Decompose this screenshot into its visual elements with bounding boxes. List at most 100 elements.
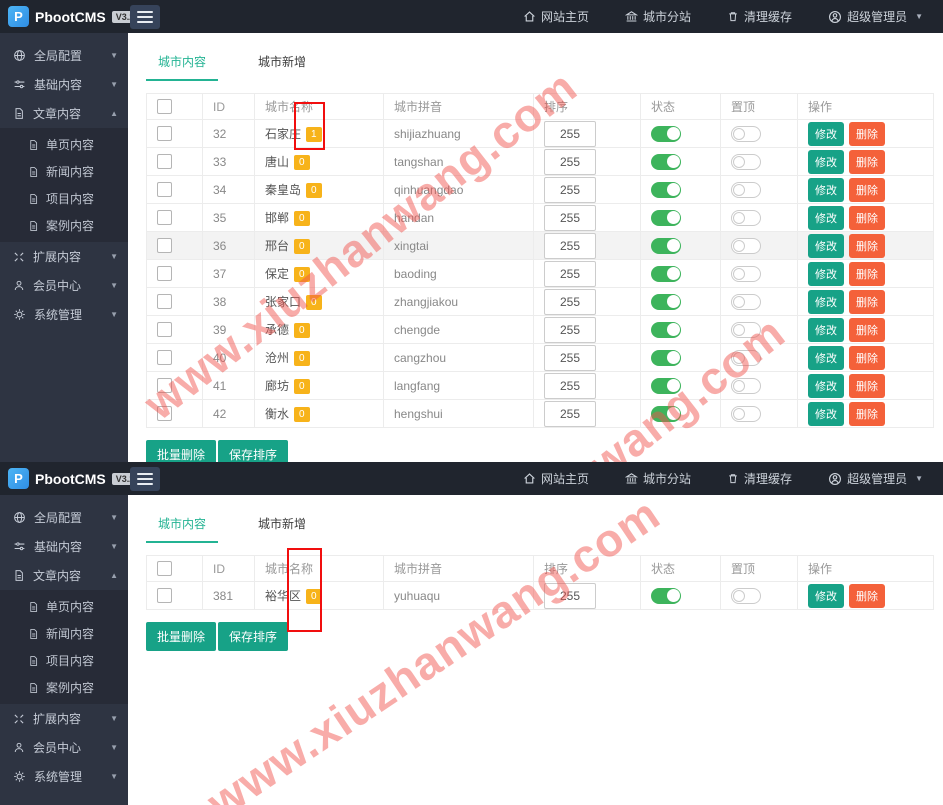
top-toggle[interactable] <box>731 209 761 226</box>
sort-input[interactable] <box>544 148 596 175</box>
delete-button[interactable]: 删除 <box>849 205 885 230</box>
nav-city-substation[interactable]: 城市分站 <box>625 470 691 487</box>
batch-delete-button[interactable]: 批量删除 <box>146 440 217 462</box>
sidebar-item-extended-content[interactable]: 扩展内容 ▼ <box>0 704 128 733</box>
row-checkbox[interactable] <box>157 154 172 170</box>
row-checkbox[interactable] <box>157 266 172 282</box>
top-toggle[interactable] <box>731 405 761 422</box>
delete-button[interactable]: 删除 <box>849 121 885 146</box>
delete-button[interactable]: 删除 <box>849 177 885 202</box>
status-toggle[interactable] <box>651 209 681 226</box>
top-toggle[interactable] <box>731 265 761 282</box>
sidebar-item-news[interactable]: 新闻内容 <box>0 620 128 647</box>
top-toggle[interactable] <box>731 125 761 142</box>
edit-button[interactable]: 修改 <box>808 373 844 398</box>
edit-button[interactable]: 修改 <box>808 345 844 370</box>
status-toggle[interactable] <box>651 153 681 170</box>
delete-button[interactable]: 删除 <box>849 289 885 314</box>
sort-input[interactable] <box>544 232 596 259</box>
edit-button[interactable]: 修改 <box>808 261 844 286</box>
edit-button[interactable]: 修改 <box>808 177 844 202</box>
sidebar-item-extended-content[interactable]: 扩展内容 ▼ <box>0 242 128 271</box>
status-toggle[interactable] <box>651 293 681 310</box>
edit-button[interactable]: 修改 <box>808 289 844 314</box>
batch-delete-button[interactable]: 批量删除 <box>146 622 217 651</box>
row-checkbox[interactable] <box>157 210 172 226</box>
sidebar-item-project[interactable]: 项目内容 <box>0 185 128 212</box>
status-toggle[interactable] <box>651 321 681 338</box>
edit-button[interactable]: 修改 <box>808 401 844 426</box>
row-checkbox[interactable] <box>157 294 172 310</box>
sidebar-item-global-config[interactable]: 全局配置 ▼ <box>0 41 128 70</box>
sidebar-item-article-content[interactable]: 文章内容 ▲ <box>0 99 128 128</box>
tab-city-content[interactable]: 城市内容 <box>146 47 219 81</box>
top-toggle[interactable] <box>731 349 761 366</box>
sort-input[interactable] <box>544 372 596 399</box>
sort-input[interactable] <box>544 400 596 427</box>
delete-button[interactable]: 删除 <box>849 233 885 258</box>
delete-button[interactable]: 删除 <box>849 373 885 398</box>
sidebar-item-news[interactable]: 新闻内容 <box>0 158 128 185</box>
top-toggle[interactable] <box>731 293 761 310</box>
status-toggle[interactable] <box>651 405 681 422</box>
sidebar-item-case[interactable]: 案例内容 <box>0 674 128 701</box>
top-toggle[interactable] <box>731 587 761 604</box>
nav-admin-menu[interactable]: 超级管理员 ▼ <box>828 8 923 25</box>
status-toggle[interactable] <box>651 265 681 282</box>
row-checkbox[interactable] <box>157 350 172 366</box>
nav-city-substation[interactable]: 城市分站 <box>625 8 691 25</box>
delete-button[interactable]: 删除 <box>849 261 885 286</box>
sidebar-item-system-manage[interactable]: 系统管理 ▼ <box>0 762 128 791</box>
hamburger-menu-icon[interactable] <box>130 466 160 491</box>
status-toggle[interactable] <box>651 237 681 254</box>
sidebar-item-member-center[interactable]: 会员中心 ▼ <box>0 271 128 300</box>
sidebar-item-system-manage[interactable]: 系统管理 ▼ <box>0 300 128 329</box>
tab-city-add[interactable]: 城市新增 <box>258 55 307 69</box>
nav-clear-cache[interactable]: 清理缓存 <box>727 470 792 487</box>
edit-button[interactable]: 修改 <box>808 205 844 230</box>
status-toggle[interactable] <box>651 181 681 198</box>
sidebar-item-single-page[interactable]: 单页内容 <box>0 131 128 158</box>
row-checkbox[interactable] <box>157 238 172 254</box>
hamburger-menu-icon[interactable] <box>130 4 160 29</box>
top-toggle[interactable] <box>731 153 761 170</box>
row-checkbox[interactable] <box>157 406 172 422</box>
sidebar-item-global-config[interactable]: 全局配置 ▼ <box>0 503 128 532</box>
sidebar-item-case[interactable]: 案例内容 <box>0 212 128 239</box>
nav-site-home[interactable]: 网站主页 <box>523 8 589 25</box>
nav-clear-cache[interactable]: 清理缓存 <box>727 8 792 25</box>
status-toggle[interactable] <box>651 349 681 366</box>
sidebar-item-single-page[interactable]: 单页内容 <box>0 593 128 620</box>
delete-button[interactable]: 删除 <box>849 401 885 426</box>
edit-button[interactable]: 修改 <box>808 317 844 342</box>
select-all-checkbox[interactable] <box>157 99 172 115</box>
tab-city-add[interactable]: 城市新增 <box>258 517 307 531</box>
sidebar-item-basic-content[interactable]: 基础内容 ▼ <box>0 532 128 561</box>
status-toggle[interactable] <box>651 125 681 142</box>
top-toggle[interactable] <box>731 321 761 338</box>
row-checkbox[interactable] <box>157 322 172 338</box>
top-toggle[interactable] <box>731 181 761 198</box>
sort-input[interactable] <box>544 344 596 371</box>
sort-input[interactable] <box>544 204 596 231</box>
top-toggle[interactable] <box>731 377 761 394</box>
sort-input[interactable] <box>544 582 596 609</box>
status-toggle[interactable] <box>651 377 681 394</box>
sidebar-item-article-content[interactable]: 文章内容 ▲ <box>0 561 128 590</box>
nav-site-home[interactable]: 网站主页 <box>523 470 589 487</box>
row-checkbox[interactable] <box>157 588 172 604</box>
sort-input[interactable] <box>544 288 596 315</box>
top-toggle[interactable] <box>731 237 761 254</box>
edit-button[interactable]: 修改 <box>808 583 844 608</box>
save-sort-button[interactable]: 保存排序 <box>218 622 289 651</box>
sidebar-item-project[interactable]: 项目内容 <box>0 647 128 674</box>
delete-button[interactable]: 删除 <box>849 583 885 608</box>
delete-button[interactable]: 删除 <box>849 345 885 370</box>
select-all-checkbox[interactable] <box>157 561 172 577</box>
sort-input[interactable] <box>544 176 596 203</box>
sort-input[interactable] <box>544 120 596 147</box>
tab-city-content[interactable]: 城市内容 <box>146 509 219 543</box>
sidebar-item-member-center[interactable]: 会员中心 ▼ <box>0 733 128 762</box>
row-checkbox[interactable] <box>157 182 172 198</box>
delete-button[interactable]: 删除 <box>849 317 885 342</box>
